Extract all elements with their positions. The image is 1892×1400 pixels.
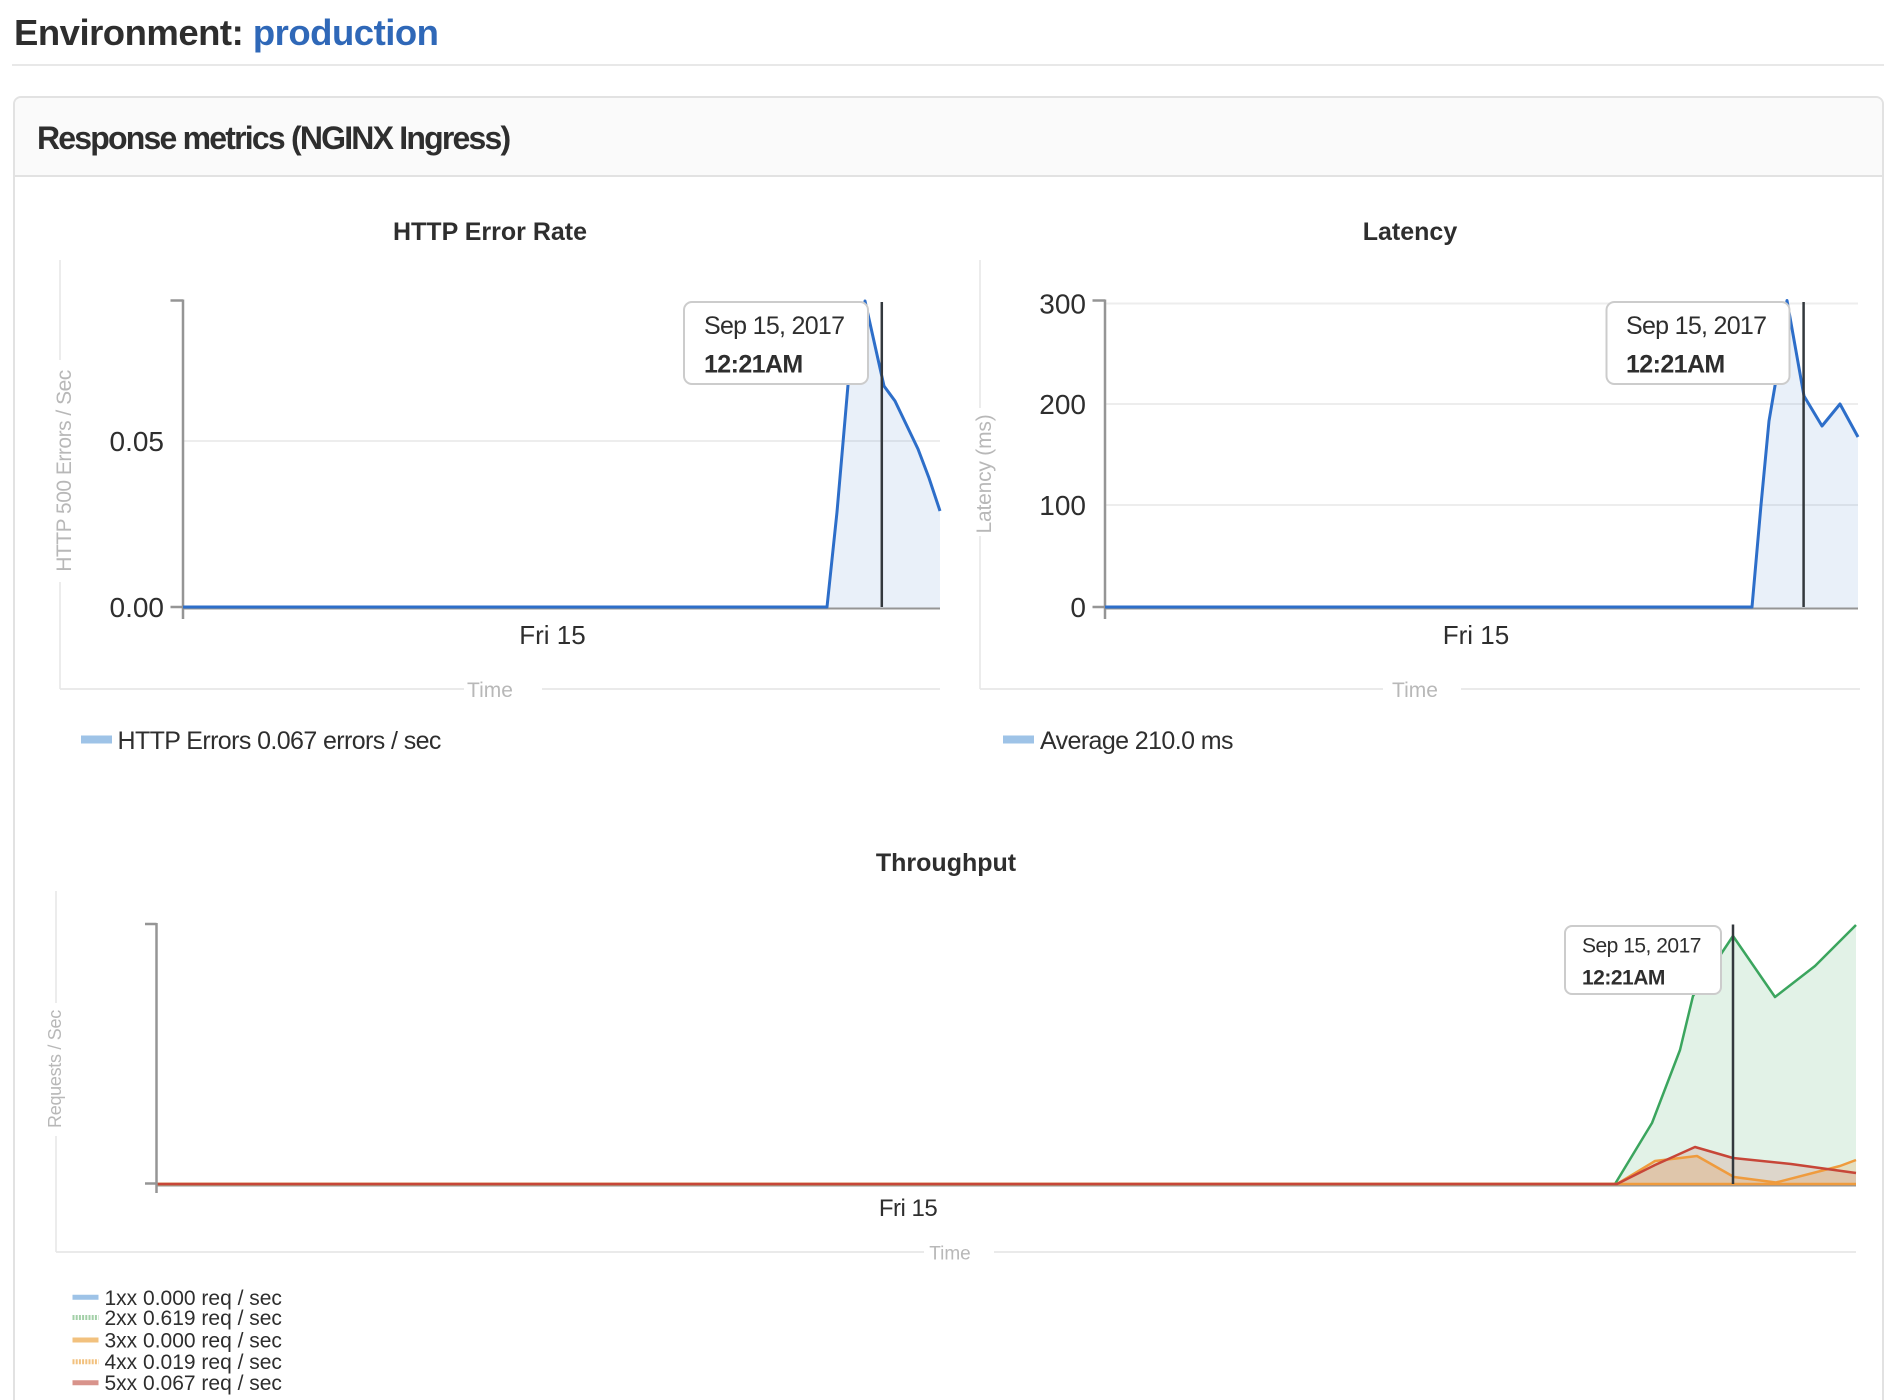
svg-text:Fri 15: Fri 15 (1443, 620, 1509, 650)
svg-text:Fri 15: Fri 15 (879, 1195, 938, 1222)
svg-text:Throughput: Throughput (876, 849, 1017, 877)
svg-text:12:21AM: 12:21AM (1582, 967, 1665, 990)
svg-text:1xx 0.000 req / sec: 1xx 0.000 req / sec (105, 1287, 282, 1310)
svg-text:Time: Time (1392, 679, 1438, 702)
svg-text:Time: Time (467, 679, 513, 702)
svg-text:100: 100 (1039, 490, 1086, 521)
svg-text:4xx 0.019 req / sec: 4xx 0.019 req / sec (105, 1351, 282, 1374)
svg-text:0: 0 (1070, 592, 1086, 623)
svg-text:Average 210.0 ms: Average 210.0 ms (1040, 727, 1233, 755)
svg-text:Time: Time (929, 1244, 971, 1265)
svg-text:0.05: 0.05 (110, 426, 165, 457)
svg-text:HTTP Error Rate: HTTP Error Rate (393, 218, 587, 246)
svg-text:Latency (ms): Latency (ms) (973, 415, 996, 534)
svg-text:3xx 0.000 req / sec: 3xx 0.000 req / sec (105, 1330, 282, 1353)
svg-text:HTTP 500 Errors / Sec: HTTP 500 Errors / Sec (53, 370, 76, 572)
svg-text:Fri 15: Fri 15 (519, 620, 585, 650)
svg-text:300: 300 (1039, 289, 1086, 320)
svg-text:Requests / Sec: Requests / Sec (45, 1010, 65, 1128)
svg-text:200: 200 (1039, 389, 1086, 420)
svg-text:Sep 15, 2017: Sep 15, 2017 (1626, 312, 1766, 340)
svg-text:Sep 15, 2017: Sep 15, 2017 (704, 312, 844, 340)
svg-text:12:21AM: 12:21AM (704, 351, 803, 379)
svg-text:HTTP Errors 0.067 errors / sec: HTTP Errors 0.067 errors / sec (118, 727, 441, 755)
svg-text:Sep 15, 2017: Sep 15, 2017 (1582, 935, 1701, 958)
svg-text:0.00: 0.00 (110, 592, 165, 623)
svg-text:Latency: Latency (1363, 218, 1458, 246)
svg-text:12:21AM: 12:21AM (1626, 351, 1725, 379)
svg-text:5xx 0.067 req / sec: 5xx 0.067 req / sec (105, 1372, 282, 1395)
svg-text:2xx 0.619 req / sec: 2xx 0.619 req / sec (105, 1307, 282, 1330)
